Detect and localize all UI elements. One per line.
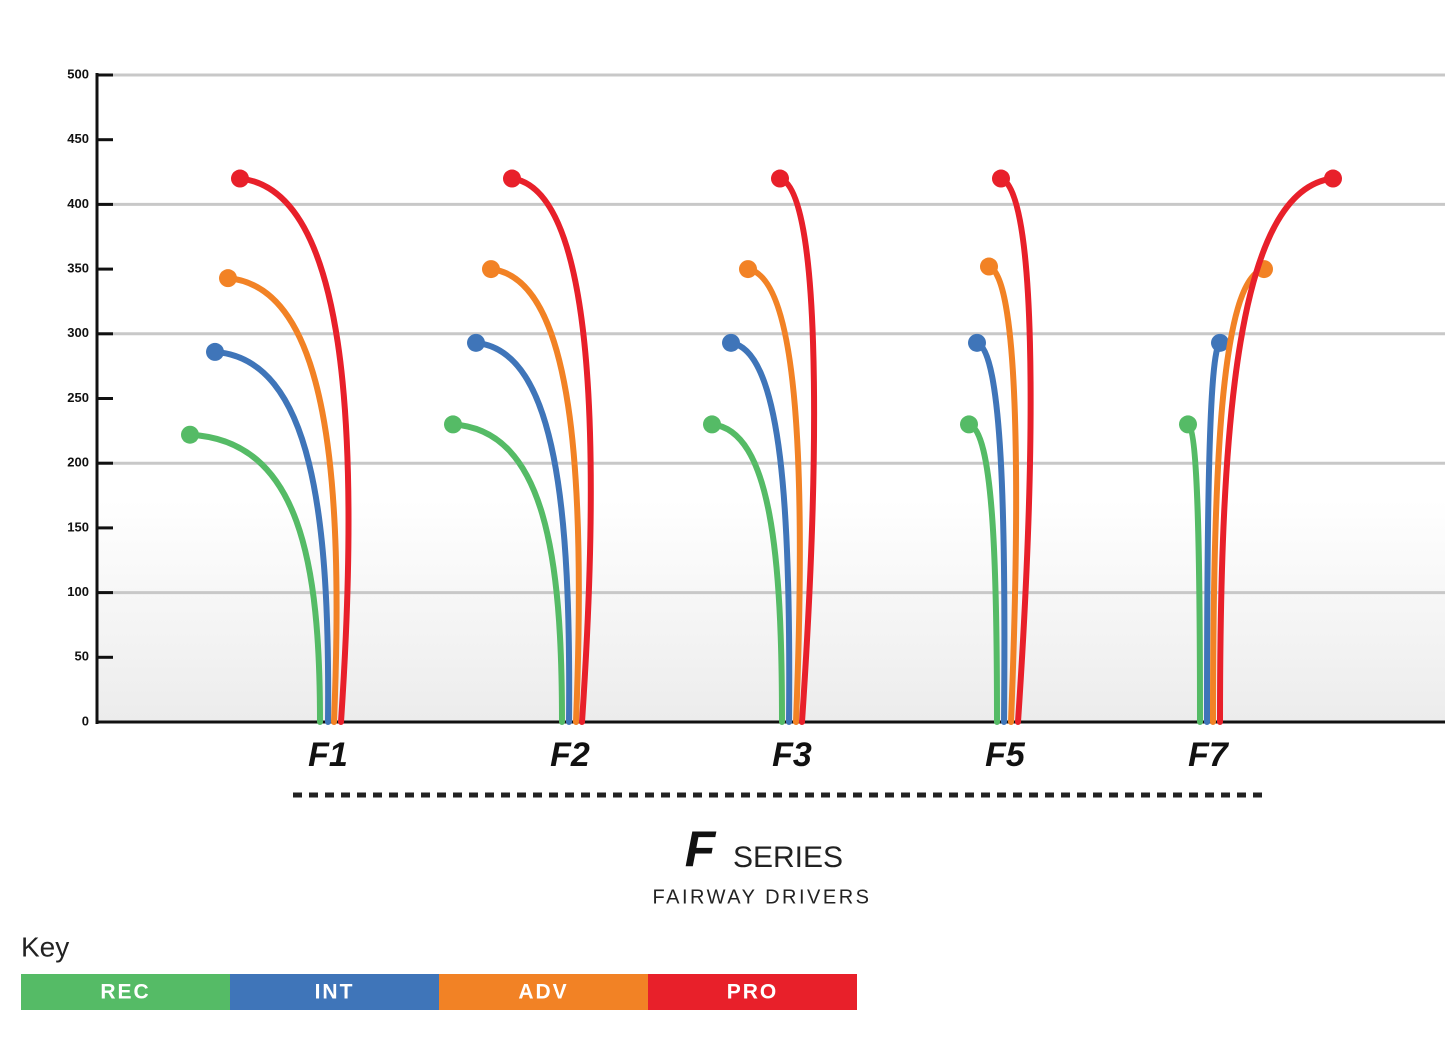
flight-end xyxy=(722,333,740,352)
flight-end xyxy=(219,269,237,288)
flight-path xyxy=(212,348,332,725)
flight-end xyxy=(231,169,249,188)
flight-path xyxy=(745,266,803,725)
flight-end xyxy=(503,169,521,188)
flight-path xyxy=(225,275,340,725)
flight-end xyxy=(1179,415,1197,434)
flight-path xyxy=(777,175,818,725)
flight-path xyxy=(187,431,323,725)
x-tick-label: F2 xyxy=(550,736,590,774)
flight-path xyxy=(488,266,582,725)
chart-subtitle: FAIRWAY DRIVERS xyxy=(652,886,871,908)
flight-path xyxy=(1210,266,1267,725)
flight-path xyxy=(237,175,352,725)
legend-swatch xyxy=(648,974,857,1010)
flight-end xyxy=(703,415,721,434)
y-tick-label: 100 xyxy=(67,584,89,599)
flight-path xyxy=(974,339,1008,725)
flight-end xyxy=(739,260,757,279)
flight-end xyxy=(482,260,500,279)
y-tick-label: 400 xyxy=(67,196,89,211)
flight-path xyxy=(1185,421,1203,725)
legend-label: PRO xyxy=(727,981,779,1004)
logo-mark: F xyxy=(685,821,717,877)
flight-end xyxy=(980,257,998,276)
flight-end xyxy=(992,169,1010,188)
y-tick-label: 250 xyxy=(67,390,89,405)
flight-path xyxy=(1204,339,1223,725)
y-tick-label: 350 xyxy=(67,261,89,276)
flight-path xyxy=(509,175,594,725)
y-tick-label: 200 xyxy=(67,455,89,470)
flight-end xyxy=(960,415,978,434)
flight-end xyxy=(771,169,789,188)
flight-end xyxy=(1324,169,1342,188)
y-tick-label: 500 xyxy=(67,66,89,81)
x-tick-label: F5 xyxy=(985,736,1026,774)
flight-end xyxy=(968,333,986,352)
flight-path xyxy=(473,339,573,725)
flight-path xyxy=(450,421,565,725)
legend-swatch xyxy=(230,974,439,1010)
flight-path xyxy=(986,263,1020,725)
flight-end xyxy=(181,425,199,444)
legend-title: Key xyxy=(21,931,69,962)
x-tick-label: F7 xyxy=(1188,736,1230,774)
flight-end xyxy=(1211,333,1229,352)
y-tick-label: 300 xyxy=(67,325,89,340)
legend-label: REC xyxy=(100,981,150,1004)
flight-path xyxy=(998,175,1034,725)
flight-path xyxy=(728,339,793,725)
flight-path xyxy=(1217,175,1336,725)
legend-label: ADV xyxy=(518,981,568,1004)
y-tick-label: 450 xyxy=(67,131,89,146)
legend-swatch xyxy=(21,974,230,1010)
flight-end xyxy=(206,342,224,361)
flight-path xyxy=(966,421,1000,725)
y-tick-label: 150 xyxy=(67,519,89,534)
y-tick-label: 50 xyxy=(75,649,89,664)
x-tick-label: F1 xyxy=(308,736,348,774)
flight-path xyxy=(709,421,785,725)
flight-end xyxy=(467,333,485,352)
legend-label: INT xyxy=(315,981,355,1004)
flight-end xyxy=(444,415,462,434)
x-tick-label: F3 xyxy=(772,736,812,774)
legend-swatch xyxy=(439,974,648,1010)
y-tick-label: 0 xyxy=(82,713,89,728)
chart-title: SERIES xyxy=(733,841,843,874)
